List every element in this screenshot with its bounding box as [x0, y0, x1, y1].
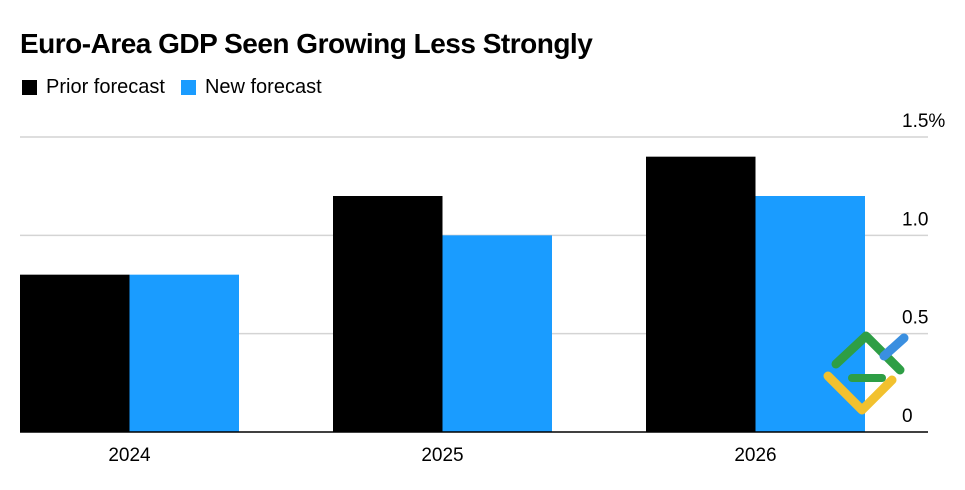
x-tick-label: 2026	[734, 445, 776, 466]
legend-label-new: New forecast	[204, 76, 322, 98]
y-tick-labels: 0 0.5 1.0 1.5%	[902, 111, 945, 427]
bar-prior-forecast-2025	[333, 196, 443, 432]
bar-new-forecast-2024	[129, 274, 239, 432]
legend-item-prior: Prior forecast	[22, 76, 165, 99]
x-tick-label: 2025	[421, 445, 463, 466]
y-tick-label: 1.0	[902, 209, 928, 230]
bars	[20, 156, 865, 432]
watermark-logo-blue	[879, 333, 909, 361]
watermark-logo-yellow	[823, 371, 897, 415]
bar-prior-forecast-2026	[646, 156, 756, 432]
y-tick-label: 1.5%	[902, 111, 945, 132]
legend: Prior forecast New forecast	[22, 76, 338, 99]
legend-label-prior: Prior forecast	[46, 76, 165, 98]
x-tick-labels: 2024 2025 2026	[108, 445, 776, 466]
watermark-logo-green	[831, 331, 905, 375]
y-tick-label: 0	[902, 406, 913, 427]
bar-new-forecast-2025	[442, 235, 552, 432]
bar-prior-forecast-2024	[20, 274, 130, 432]
watermark-logo	[823, 331, 909, 415]
legend-item-new: New forecast	[180, 76, 322, 99]
legend-swatch-new	[180, 80, 196, 95]
legend-swatch-prior	[22, 80, 37, 95]
x-tick-label: 2024	[108, 445, 151, 466]
y-tick-label: 0.5	[902, 308, 928, 329]
chart-title: Euro-Area GDP Seen Growing Less Strongly	[20, 28, 593, 59]
